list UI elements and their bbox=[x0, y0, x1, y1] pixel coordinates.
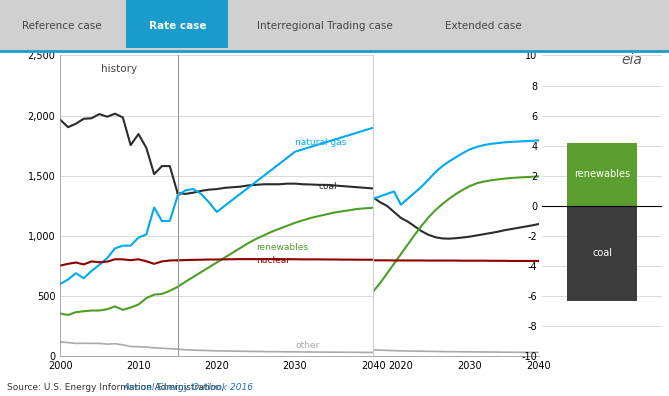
Text: other: other bbox=[295, 341, 319, 350]
Text: Cumulative
difference, 2016-40: Cumulative difference, 2016-40 bbox=[545, 0, 660, 16]
Bar bbox=[567, 143, 638, 206]
Text: eia: eia bbox=[622, 53, 642, 67]
Text: No Clean
Power Plan case: No Clean Power Plan case bbox=[233, 28, 318, 50]
Text: billion kilowatthours: billion kilowatthours bbox=[60, 27, 159, 37]
Text: Extended case: Extended case bbox=[445, 21, 522, 31]
Text: trillion kilowatthours: trillion kilowatthours bbox=[555, 37, 649, 46]
Text: renewables: renewables bbox=[256, 244, 308, 253]
Text: Annual Energy Outlook 2016: Annual Energy Outlook 2016 bbox=[124, 383, 254, 392]
Bar bbox=[567, 206, 638, 301]
Text: history: history bbox=[101, 65, 137, 74]
Text: Rate case: Rate case bbox=[149, 21, 206, 31]
Text: nuclear: nuclear bbox=[256, 256, 290, 265]
Text: Clean Power Plan
Rate case: Clean Power Plan Rate case bbox=[411, 28, 501, 50]
Text: coal: coal bbox=[592, 248, 612, 258]
Text: Reference case: Reference case bbox=[22, 21, 102, 31]
Text: coal: coal bbox=[318, 182, 337, 191]
Text: Interregional Trading case: Interregional Trading case bbox=[257, 21, 392, 31]
Text: Source: U.S. Energy Information Administration,: Source: U.S. Energy Information Administ… bbox=[7, 383, 227, 392]
Text: natural gas: natural gas bbox=[295, 137, 347, 147]
Text: U.S. net electricity generation by fuel (2000-2040): U.S. net electricity generation by fuel … bbox=[60, 3, 396, 16]
Text: renewables: renewables bbox=[574, 169, 630, 179]
